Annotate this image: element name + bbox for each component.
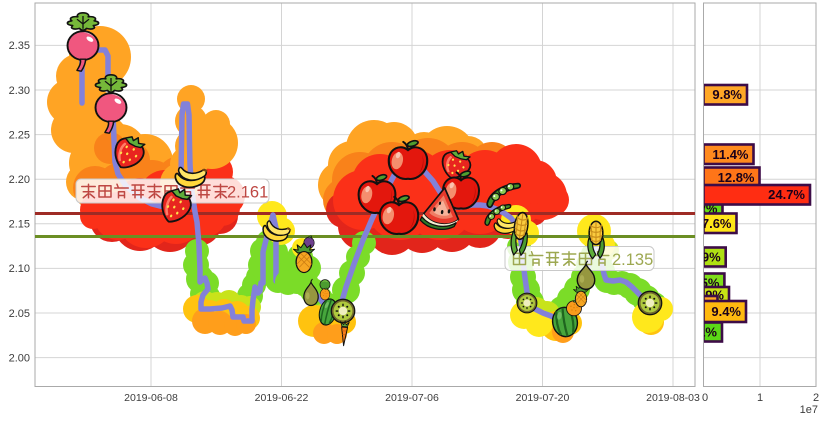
svg-text:2.35: 2.35	[9, 40, 30, 52]
svg-text:2.00: 2.00	[9, 352, 30, 364]
svg-text:4.1%: 4.1%	[687, 325, 717, 340]
svg-text:2.15: 2.15	[9, 219, 30, 231]
svg-text:2019-06-08: 2019-06-08	[124, 392, 178, 404]
svg-text:2.05: 2.05	[9, 308, 30, 320]
svg-text:2019-07-20: 2019-07-20	[516, 392, 570, 404]
svg-text:1e7: 1e7	[800, 404, 818, 416]
svg-text:4.9%: 4.9%	[691, 250, 721, 265]
svg-text:2.20: 2.20	[9, 174, 30, 186]
svg-text:2019-07-06: 2019-07-06	[385, 392, 439, 404]
svg-text:12.8%: 12.8%	[718, 170, 755, 185]
svg-text:24.7%: 24.7%	[768, 187, 805, 202]
svg-text:2.10: 2.10	[9, 263, 30, 275]
svg-text:1: 1	[757, 392, 763, 404]
svg-text:2.25: 2.25	[9, 129, 30, 141]
svg-text:9.8%: 9.8%	[712, 87, 742, 102]
svg-text:2.30: 2.30	[9, 85, 30, 97]
svg-text:11.4%: 11.4%	[712, 147, 749, 162]
svg-text:7.6%: 7.6%	[702, 216, 732, 231]
svg-text:0: 0	[702, 392, 708, 404]
svg-text:2.135: 2.135	[612, 251, 653, 269]
svg-text:2019-06-22: 2019-06-22	[255, 392, 309, 404]
svg-text:2.161: 2.161	[227, 184, 268, 202]
svg-text:9.4%: 9.4%	[711, 304, 741, 319]
svg-text:2019-08-03: 2019-08-03	[646, 392, 700, 404]
svg-text:2: 2	[813, 392, 819, 404]
